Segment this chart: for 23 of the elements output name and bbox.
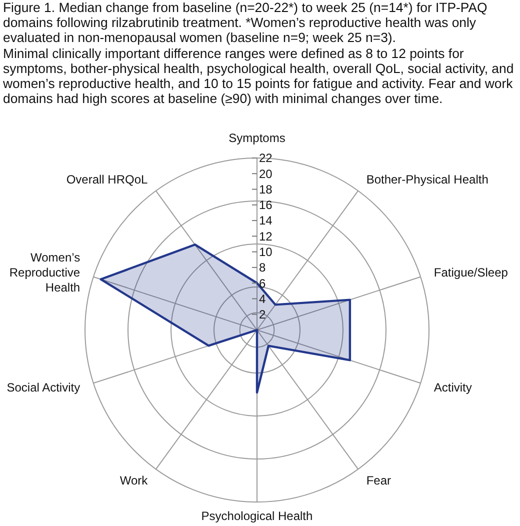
spoke-label: Bother-Physical Health: [366, 172, 488, 187]
chart-title: Figure 1. Median change from baseline (n=20-22*) to week 25 (n=14*) for ITP-PAQ domains following rilzabrutinib treatment. *Women’s reproductive health was only evaluated in non-menopausal women (baseline n=9; week 25 n=3).: [3, 0, 488, 46]
y-tick-label: 14: [259, 214, 273, 228]
y-tick-label: 12: [259, 229, 273, 244]
spoke-label: Symptoms: [228, 131, 286, 145]
spoke-label: Fear: [366, 473, 392, 488]
chart-subtitle: Minimal clinically important difference ranges were defined as 8 to 12 points for symptoms, bother-physical health, psychological health, overall QoL, social activity, and women’s reproductive health, and 10 to 15 points for fatigue and activity. Fear and work domains had high scores at baseline (≥90) with minimal changes over time.: [3, 46, 515, 106]
spoke-label: Social Activity: [6, 380, 80, 394]
spoke-label: Psychological Health: [201, 509, 313, 523]
y-tick-label: 18: [259, 182, 273, 196]
y-tick-label: 6: [259, 276, 266, 290]
y-tick-label: 10: [259, 245, 273, 260]
y-tick-label: 8: [259, 260, 266, 275]
y-tick-label: 4: [259, 292, 266, 306]
y-tick-label: 16: [259, 198, 273, 212]
spoke-label: Overall HRQoL: [66, 172, 148, 187]
y-tick-label: 2: [259, 308, 266, 322]
y-tick-label: 22: [259, 151, 273, 166]
spoke-label: Women’s Reproductive Health: [9, 250, 80, 295]
spoke-label: Fatigue/Sleep: [434, 266, 508, 280]
y-tick-label: 20: [259, 166, 273, 181]
spoke-label: Work: [120, 473, 149, 488]
spoke-label: Activity: [434, 380, 472, 394]
